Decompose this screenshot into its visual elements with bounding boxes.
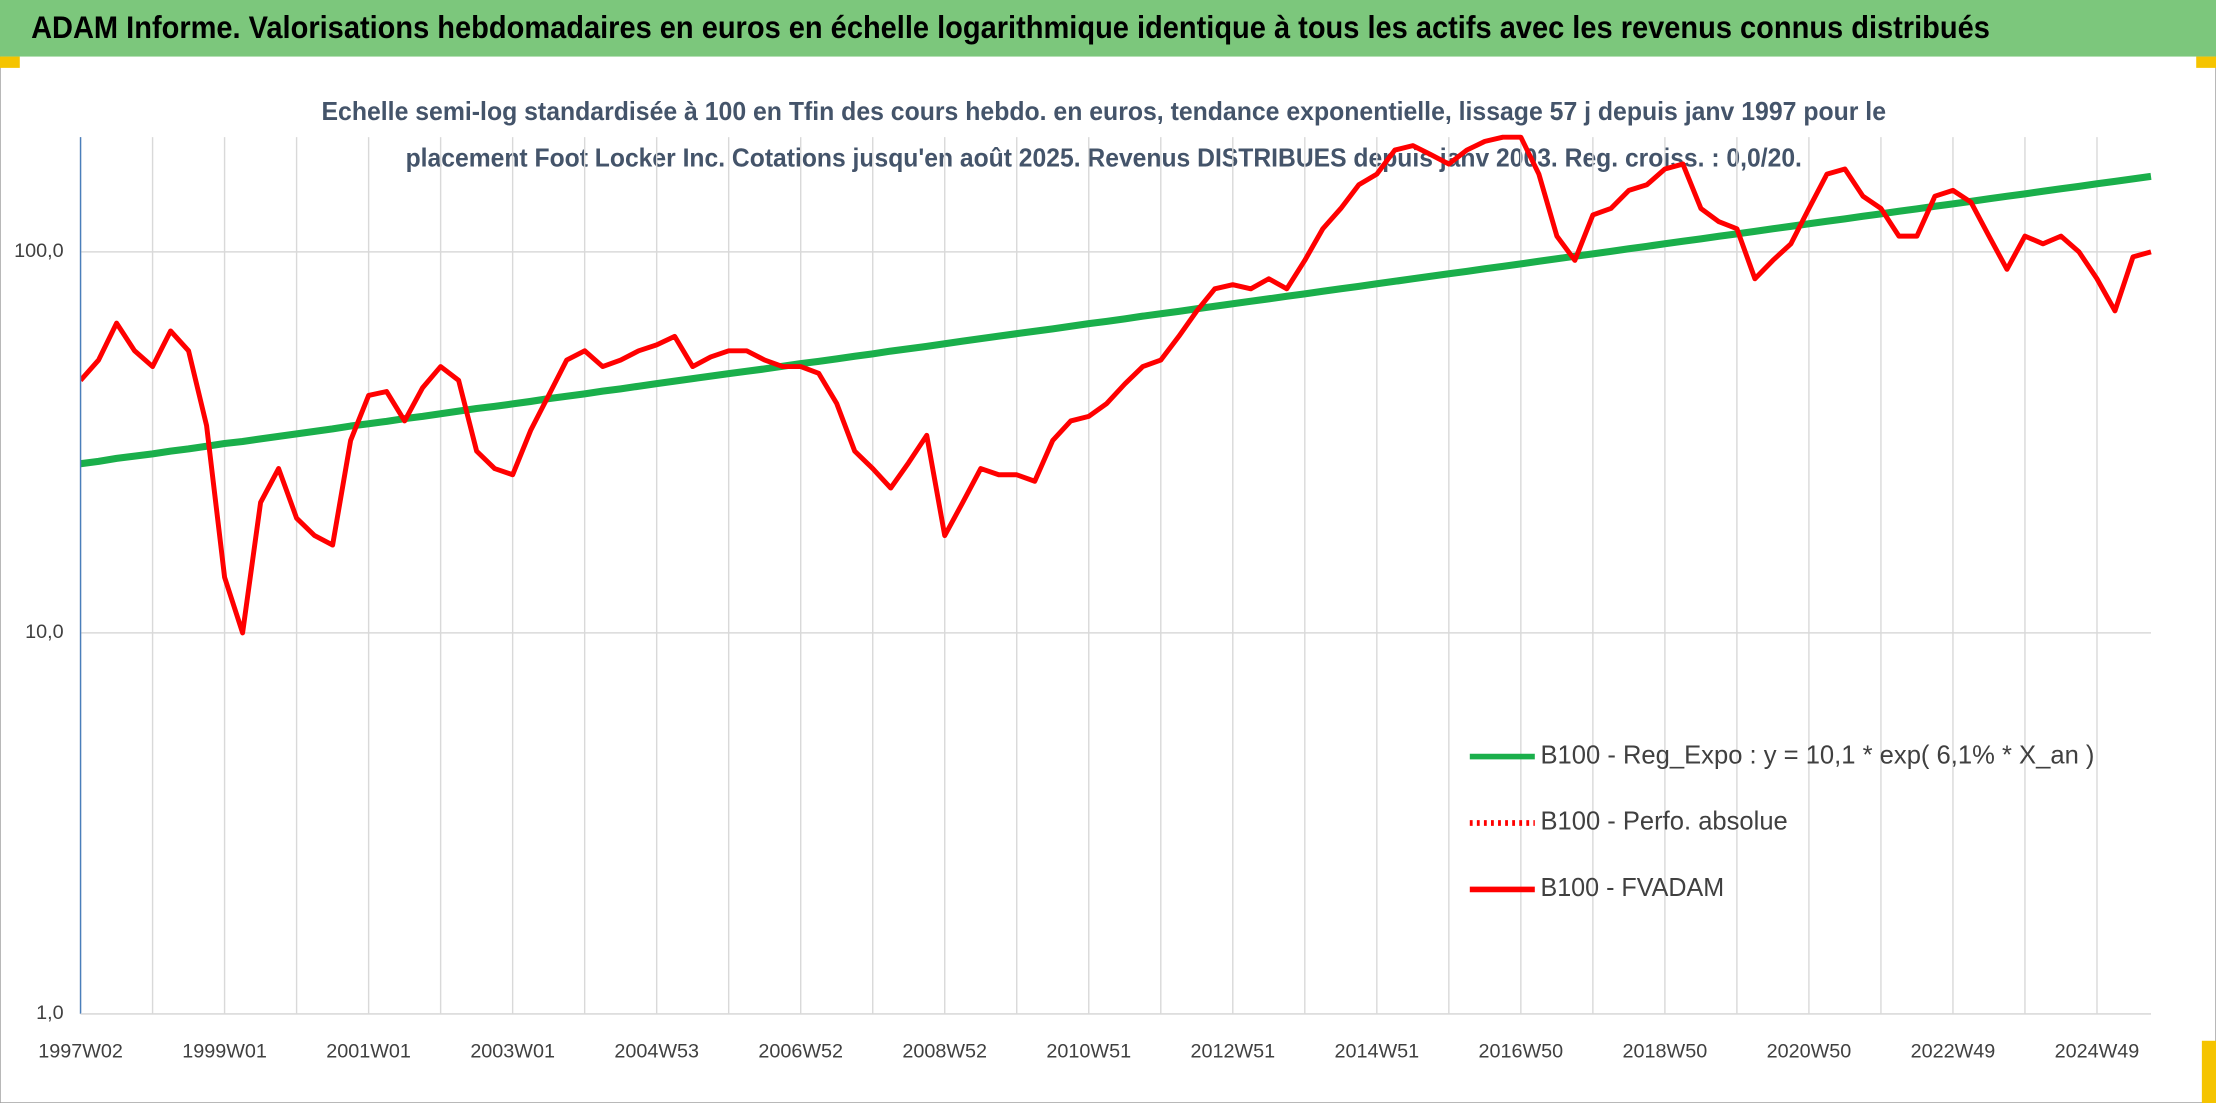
chart-subtitle: Echelle semi-log standardisée à 100 en T… bbox=[322, 98, 1886, 126]
legend: B100 - Reg_Expo : y = 10,1 * exp( 6,1% *… bbox=[1469, 741, 2094, 902]
x-tick-label: 1997W02 bbox=[38, 1040, 123, 1062]
legend-label: B100 - Reg_Expo : y = 10,1 * exp( 6,1% *… bbox=[1540, 741, 2094, 769]
header-bar bbox=[0, 0, 2216, 57]
x-tick-label: 2006W52 bbox=[758, 1040, 843, 1062]
chart-subtitle: placement Foot Locker Inc. Cotations jus… bbox=[406, 145, 1802, 173]
legend-label: B100 - FVADAM bbox=[1540, 874, 1724, 902]
plot-area bbox=[80, 134, 2152, 636]
x-tick-label: 2012W51 bbox=[1190, 1040, 1275, 1062]
x-tick-label: 2018W50 bbox=[1623, 1040, 1708, 1062]
legend-label: B100 - Perfo. absolue bbox=[1540, 808, 1787, 836]
series-line bbox=[80, 172, 2152, 468]
x-tick-label: 2001W01 bbox=[326, 1040, 411, 1062]
x-tick-label: 2020W50 bbox=[1767, 1040, 1852, 1062]
corner-mark bbox=[2196, 56, 2216, 68]
y-tick-label: 1,0 bbox=[36, 1002, 63, 1024]
corner-mark bbox=[0, 56, 20, 68]
x-tick-label: 2008W52 bbox=[902, 1040, 987, 1062]
x-tick-label: 2010W51 bbox=[1046, 1040, 1131, 1062]
series-line bbox=[80, 134, 2152, 636]
corner-mark bbox=[2201, 1040, 2216, 1103]
y-tick-label: 100,0 bbox=[14, 240, 64, 262]
x-tick-label: 1999W01 bbox=[182, 1040, 267, 1062]
y-tick-label: 10,0 bbox=[25, 621, 64, 643]
x-tick-label: 2022W49 bbox=[1911, 1040, 1996, 1062]
chart-title: ADAM Informe. Valorisations hebdomadaire… bbox=[31, 10, 1990, 45]
x-tick-label: 2014W51 bbox=[1334, 1040, 1419, 1062]
x-tick-label: 2003W01 bbox=[470, 1040, 555, 1062]
x-tick-label: 2004W53 bbox=[614, 1040, 699, 1062]
x-tick-label: 2024W49 bbox=[2055, 1040, 2140, 1062]
x-tick-label: 2016W50 bbox=[1479, 1040, 1564, 1062]
